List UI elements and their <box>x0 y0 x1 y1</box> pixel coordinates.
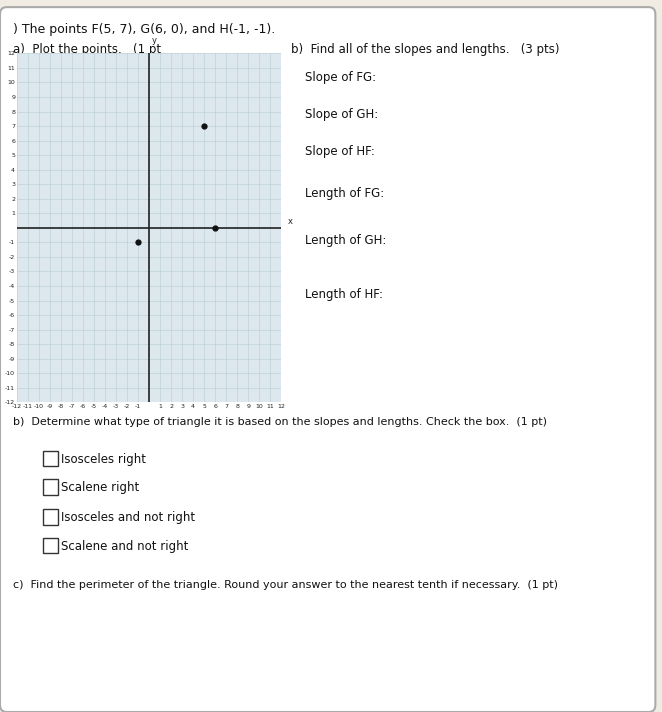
Text: Length of GH:: Length of GH: <box>305 234 386 246</box>
Text: Isosceles and not right: Isosceles and not right <box>61 511 195 524</box>
Text: Length of HF:: Length of HF: <box>305 288 383 301</box>
Text: Length of FG:: Length of FG: <box>305 187 384 199</box>
Text: Slope of HF:: Slope of HF: <box>305 145 375 158</box>
FancyBboxPatch shape <box>0 7 655 712</box>
Text: ) The points F(5, 7), G(6, 0), and H(-1, -1).: ) The points F(5, 7), G(6, 0), and H(-1,… <box>13 23 275 36</box>
Bar <box>43 451 58 466</box>
Text: b)  Find all of the slopes and lengths.   (3 pts): b) Find all of the slopes and lengths. (… <box>291 43 560 56</box>
Text: Scalene right: Scalene right <box>61 481 139 494</box>
Bar <box>43 509 58 525</box>
Text: Scalene and not right: Scalene and not right <box>61 540 188 553</box>
Text: Slope of FG:: Slope of FG: <box>305 71 375 84</box>
Text: a)  Plot the points.   (1 pt: a) Plot the points. (1 pt <box>13 43 162 56</box>
Text: Isosceles right: Isosceles right <box>61 453 146 466</box>
Bar <box>43 479 58 495</box>
Text: b)  Determine what type of triangle it is based on the slopes and lengths. Check: b) Determine what type of triangle it is… <box>13 417 547 426</box>
Text: c)  Find the perimeter of the triangle. Round your answer to the nearest tenth i: c) Find the perimeter of the triangle. R… <box>13 580 558 590</box>
Text: x: x <box>288 216 293 226</box>
Text: Slope of GH:: Slope of GH: <box>305 108 378 121</box>
Text: y: y <box>152 36 157 45</box>
Bar <box>43 538 58 553</box>
